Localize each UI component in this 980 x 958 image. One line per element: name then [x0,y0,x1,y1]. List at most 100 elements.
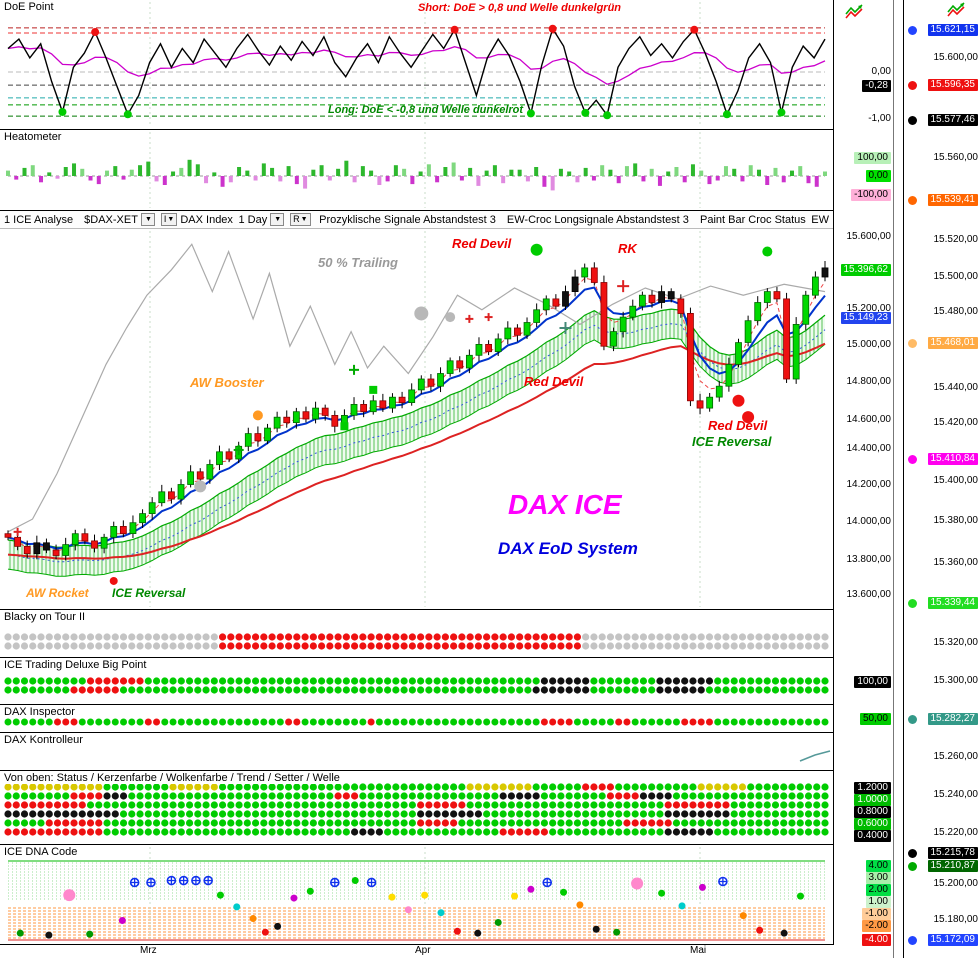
axis-label: 15.420,00 [933,417,979,428]
signals3-label: Paint Bar Croc Status [699,213,806,226]
axis-label: 50,00 [859,713,891,725]
axis-label: 15.215,78 [927,847,978,859]
signals2-label: EW-Croc Longsignale Abstandstest 3 [506,213,689,226]
axis-label: 0,00 [865,170,891,182]
panel-heatometer: Heatometer [0,130,833,211]
panel-bigpoint-title: ICE Trading Deluxe Big Point [4,659,151,671]
panel-splitter[interactable] [893,0,903,958]
main-price-chart[interactable] [0,229,833,609]
vonoben-dots-chart[interactable] [0,771,833,844]
annotation-dax-eod: DAX EoD System [498,539,638,558]
axis-label: 4.00 [865,860,891,872]
axis-label: 15.440,00 [933,382,979,393]
axis-label: 15.500,00 [933,271,979,282]
panel-bigpoint: ICE Trading Deluxe Big Point [0,658,833,705]
heatometer-chart[interactable] [0,130,833,210]
panel-vonoben: Von oben: Status / Kerzenfarbe / Wolkenf… [0,771,833,845]
axis-label: -2.00 [862,920,891,932]
panel-doe-title: DoE Point [4,1,58,13]
month-label: Apr [415,945,431,956]
interval-button[interactable]: I ▼ [160,213,178,226]
axis-label: 1.0000 [854,794,891,806]
axis-label: -4.00 [862,934,891,946]
price-marker-dot [908,455,917,464]
axis-label: 15.282,27 [927,713,978,725]
panel-kontrolleur: DAX Kontrolleur [0,733,833,771]
dna-code-chart[interactable] [0,845,833,944]
period-dropdown[interactable]: ▼ [270,213,285,226]
secondary-price-scale: 15.621,15 15.600,00 15.596,35 15.577,46 15.5… [903,0,980,958]
axis-label: 14.000,00 [846,516,892,527]
symbol-label: $DAX-XET [84,213,138,226]
axis-label: 13.600,00 [846,589,892,600]
axis-label: -1,00 [868,113,891,124]
bigpoint-dots-chart[interactable] [0,658,833,704]
panel-inspector-title: DAX Inspector [4,706,79,718]
axis-label: 15.468,01 [927,337,978,349]
period-label: 1 Day [238,213,268,226]
axis-label: 15.149,23 [840,312,891,324]
axis-label: 3.00 [865,872,891,884]
axis-label: -1.00 [862,908,891,920]
symbol-dropdown[interactable]: ▼ [140,213,155,226]
panel-main-chart: 1 ICE Analyse $DAX-XET ▼ I ▼ DAX Index 1 … [0,211,833,610]
panel-inspector: DAX Inspector [0,705,833,733]
chevron-down-icon: ▼ [300,216,308,223]
axis-label: 15.600,00 [933,52,979,63]
annotation-short-rule: Short: DoE > 0,8 und Welle dunkelgrün [418,2,622,14]
doe-point-chart[interactable] [0,0,833,129]
month-label: Mai [690,945,707,956]
inspector-dots-chart[interactable] [0,705,833,732]
annotation-aw-booster: AW Booster [190,375,264,390]
panel-kontrolleur-title: DAX Kontrolleur [4,734,87,746]
price-marker-dot [908,196,917,205]
panel-blacky: Blacky on Tour II [0,610,833,658]
axis-label: 14.400,00 [846,443,892,454]
axis-label: 14.200,00 [846,479,892,490]
axis-label: 15.320,00 [933,637,979,648]
axis-label: 14.600,00 [846,414,892,425]
axis-label: 100,00 [854,676,891,688]
price-axis-column: 0,00 -0,28 -1,00 100,00 0,00 -100,00 15.600,00… [833,0,893,946]
axis-label: 0.4000 [854,830,891,842]
axis-label: 15.480,00 [933,306,979,317]
axis-label: 15.596,35 [927,79,978,91]
price-marker-dot [908,339,917,348]
annotation-long-rule: Long: DoE < -0,8 und Welle dunkelrot [328,104,524,116]
annotation-ice-reversal-left: ICE Reversal [112,586,186,600]
annotation-rk: RK [618,241,637,256]
chevron-down-icon: ▼ [274,216,282,223]
annotation-ice-reversal-right: ICE Reversal [692,434,772,449]
axis-label: 15.600,00 [846,231,892,242]
axis-label: 15.410,84 [927,453,978,465]
kontrolleur-chart[interactable] [0,733,833,770]
axis-label: 15.400,00 [933,475,979,486]
axis-label: -100,00 [851,189,891,201]
axis-label: 15.539,41 [927,194,978,206]
price-marker-dot [908,715,917,724]
axis-label: 13.800,00 [846,554,892,565]
axis-label: 15.380,00 [933,515,979,526]
zigzag-arrows-icon[interactable] [844,4,868,19]
chevron-down-icon: ▼ [167,216,175,223]
axis-label: 15.210,87 [927,860,978,872]
price-marker-dot [908,599,917,608]
price-marker-dot [908,936,917,945]
axis-label: 15.360,00 [933,557,979,568]
axis-label: 15.396,62 [840,264,891,276]
zigzag-arrows-icon[interactable] [946,2,970,17]
axis-label: 15.200,00 [933,878,979,889]
axis-label: 15.339,44 [927,597,978,609]
price-marker-dot [908,116,917,125]
blacky-dots-chart[interactable] [0,610,833,657]
price-marker-dot [908,849,917,858]
axis-label: 15.172,09 [927,934,978,946]
axis-label: 15.520,00 [933,234,979,245]
axis-label: 14.800,00 [846,376,892,387]
axis-label: 15.180,00 [933,914,979,925]
r-button[interactable]: R ▼ [290,213,311,226]
price-marker-dot [908,862,917,871]
annotation-red-devil-3: Red Devil [708,418,768,433]
axis-label: 0,00 [871,66,891,77]
panel-dna-title: ICE DNA Code [4,846,82,858]
